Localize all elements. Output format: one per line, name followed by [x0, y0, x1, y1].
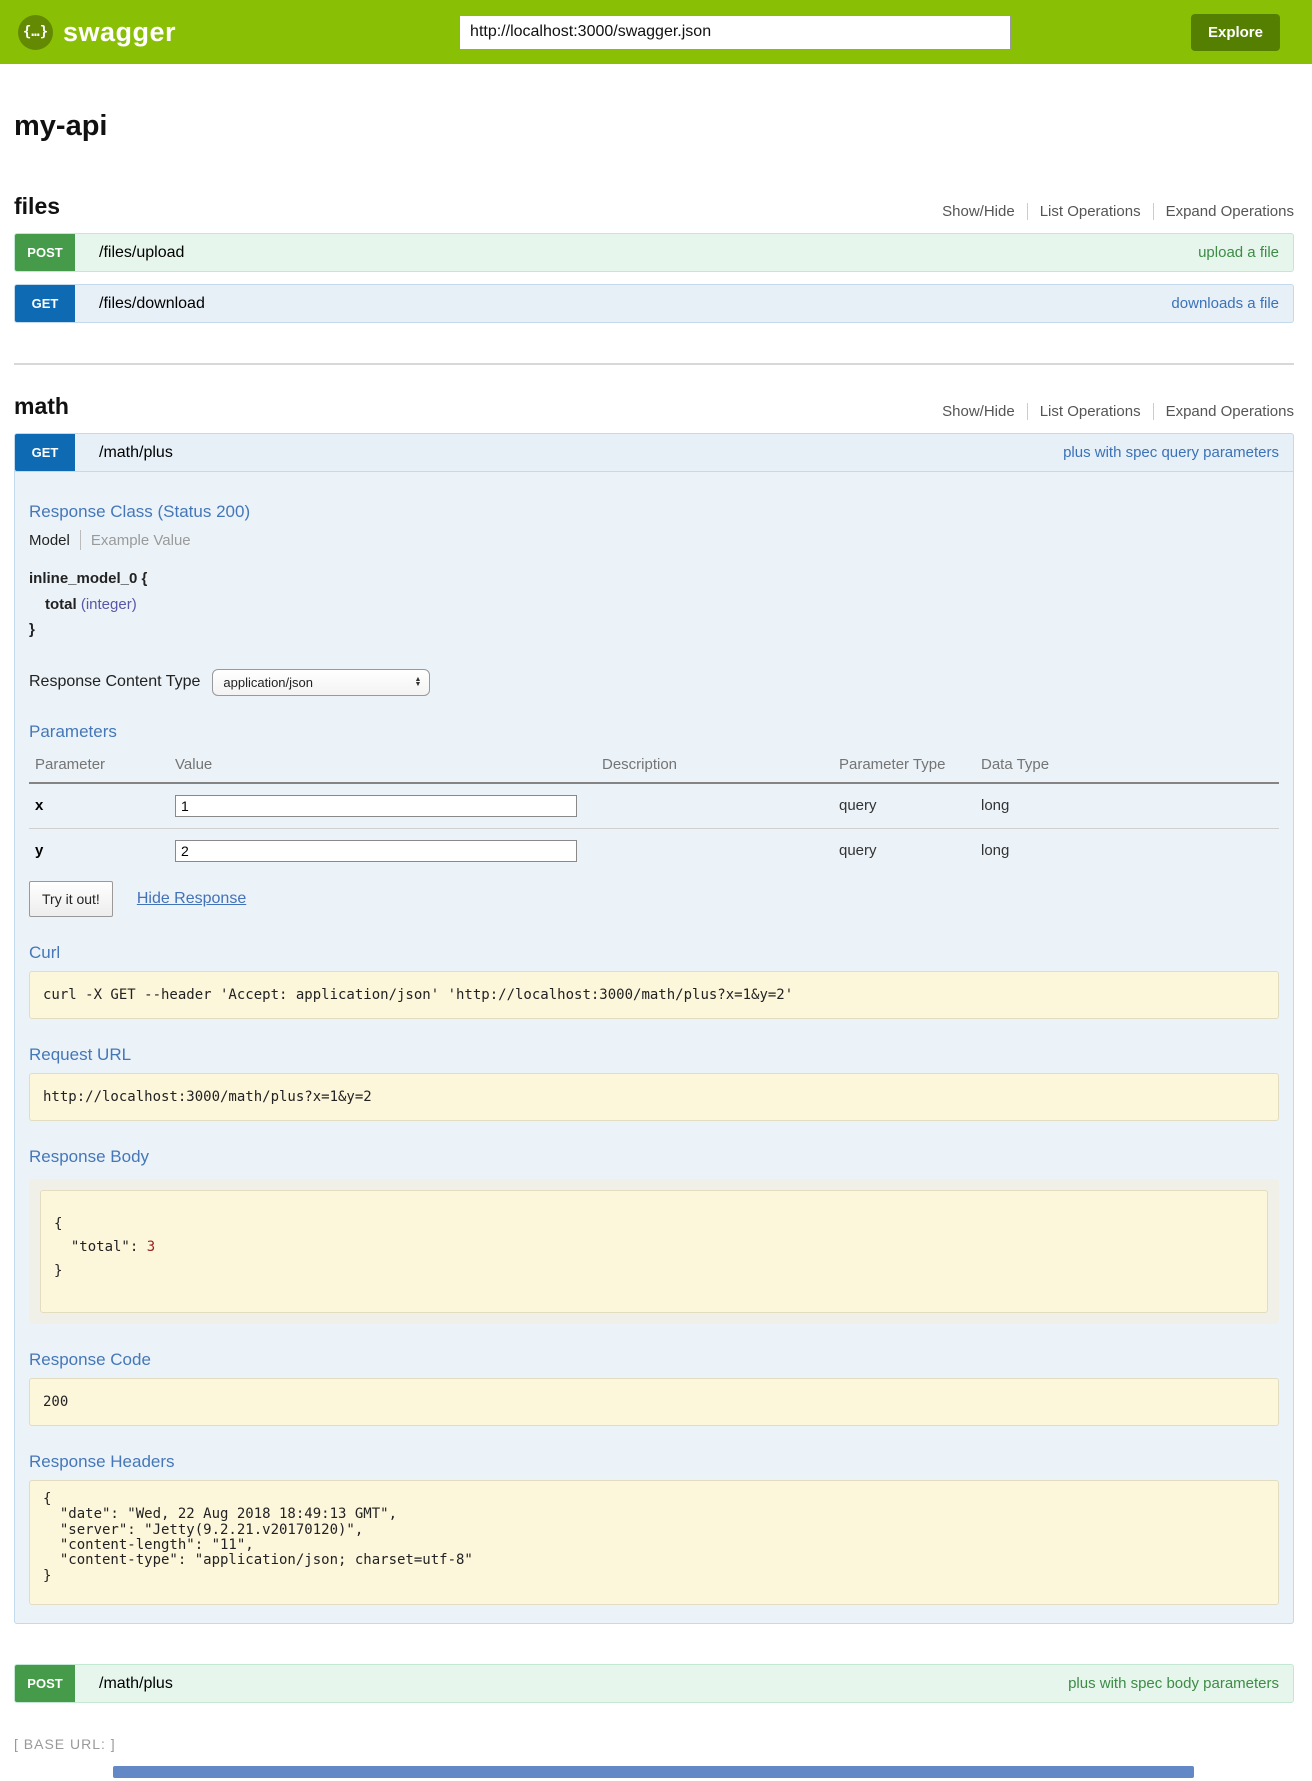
json-close-brace: }: [54, 1263, 63, 1280]
operation-detail-panel: Response Class (Status 200) Model Exampl…: [15, 471, 1293, 1624]
parameters-table: Parameter Value Description Parameter Ty…: [29, 749, 1279, 873]
operation-path[interactable]: /math/plus: [99, 1674, 173, 1692]
request-url-box: http://localhost:3000/math/plus?x=1&y=2: [29, 1072, 1279, 1121]
tab-example-value[interactable]: Example Value: [90, 531, 191, 549]
json-number-value: 3: [146, 1239, 156, 1256]
param-y-value-input[interactable]: [175, 839, 577, 862]
response-headers-line: "date": "Wed, 22 Aug 2018 18:49:13 GMT",: [43, 1506, 398, 1523]
operation-summary-link[interactable]: plus with spec body parameters: [1068, 1675, 1279, 1693]
topbar: {…} swagger Explore: [0, 0, 1312, 64]
operation-row-math-plus-get: GET /math/plus plus with spec query para…: [14, 433, 1294, 1625]
model-prop-type: (integer): [80, 595, 137, 613]
param-name: x: [29, 782, 175, 829]
section-math-name: math: [14, 393, 69, 419]
param-data-type: long: [981, 782, 1279, 829]
response-content-type-select[interactable]: application/json ▲ ▼: [212, 668, 431, 696]
response-headers-heading: Response Headers: [29, 1451, 175, 1471]
operation-summary-link[interactable]: plus with spec query parameters: [1063, 444, 1279, 461]
swagger-url-input[interactable]: [459, 14, 1012, 50]
param-description: [602, 828, 839, 873]
list-operations-link[interactable]: List Operations: [1026, 403, 1153, 420]
hide-response-link[interactable]: Hide Response: [136, 889, 247, 907]
response-headers-line: "content-length": "11",: [43, 1537, 254, 1554]
parameters-heading: Parameters: [29, 721, 117, 741]
try-it-out-button[interactable]: Try it out!: [29, 880, 113, 917]
col-description: Description: [602, 749, 839, 784]
curl-command-box: curl -X GET --header 'Accept: applicatio…: [29, 970, 1279, 1019]
param-type: query: [839, 782, 981, 829]
response-headers-line: {: [43, 1490, 52, 1507]
model-close: }: [29, 621, 35, 638]
swagger-logo-icon: {…}: [18, 14, 53, 50]
response-headers-line: "content-type": "application/json; chars…: [43, 1552, 473, 1569]
section-divider: [14, 363, 1294, 365]
section-files-name: files: [14, 193, 61, 219]
operation-header[interactable]: POST /math/plus plus with spec body para…: [15, 1665, 1293, 1703]
method-badge-post: POST: [15, 1665, 75, 1703]
show-hide-link[interactable]: Show/Hide: [942, 403, 1015, 420]
param-row-y: y query long: [29, 828, 1279, 873]
response-headers-line: }: [43, 1567, 52, 1584]
section-files: files Show/Hide List Operations Expand O…: [14, 193, 1294, 323]
main-content: my-api files Show/Hide List Operations E…: [14, 110, 1294, 1752]
response-headers-line: "server": "Jetty(9.2.21.v20170120)",: [43, 1521, 364, 1538]
operation-header[interactable]: POST /files/upload upload a file: [15, 234, 1293, 271]
method-badge-get: GET: [15, 285, 75, 322]
section-math: math Show/Hide List Operations Expand Op…: [14, 393, 1294, 1704]
operation-path[interactable]: /files/download: [99, 294, 205, 312]
operation-row-files-upload: POST /files/upload upload a file: [14, 233, 1294, 272]
list-operations-link[interactable]: List Operations: [1026, 203, 1153, 220]
brand-title: swagger: [63, 16, 177, 47]
col-parameter-type: Parameter Type: [839, 749, 981, 784]
operation-row-math-plus-post: POST /math/plus plus with spec body para…: [14, 1664, 1294, 1704]
param-name: y: [35, 842, 44, 859]
operation-row-files-download: GET /files/download downloads a file: [14, 284, 1294, 323]
response-body-wrapper: { "total": 3 }: [29, 1178, 1279, 1324]
tab-separator: [79, 530, 81, 550]
param-x-value-input[interactable]: [175, 794, 577, 817]
base-url-label: [ BASE URL: ]: [14, 1736, 116, 1753]
param-description: [602, 782, 839, 829]
param-type: query: [839, 842, 877, 859]
method-badge-get: GET: [15, 434, 75, 471]
col-data-type: Data Type: [981, 749, 1279, 784]
swagger-logo-link[interactable]: {…} swagger: [18, 14, 177, 50]
json-key: "total":: [54, 1239, 147, 1256]
operation-header[interactable]: GET /files/download downloads a file: [15, 285, 1293, 322]
operation-path[interactable]: /math/plus: [99, 443, 173, 461]
operation-summary-link[interactable]: downloads a file: [1171, 295, 1279, 312]
method-badge-post: POST: [15, 234, 75, 271]
curl-heading: Curl: [29, 942, 61, 962]
operation-header[interactable]: GET /math/plus plus with spec query para…: [15, 434, 1293, 471]
param-row-x: x query long: [29, 782, 1279, 829]
response-code-heading: Response Code: [29, 1349, 151, 1369]
col-parameter: Parameter: [29, 749, 175, 784]
response-class-heading: Response Class (Status 200): [29, 502, 251, 521]
response-headers-box: { "date": "Wed, 22 Aug 2018 18:49:13 GMT…: [29, 1479, 1279, 1606]
operation-summary-link[interactable]: upload a file: [1198, 244, 1279, 261]
param-data-type: long: [981, 842, 1010, 859]
response-class-tabs: Model Example Value: [29, 530, 1279, 550]
response-content-type-value: application/json: [223, 674, 313, 690]
explore-button[interactable]: Explore: [1190, 13, 1280, 51]
bottom-scrollbar[interactable]: [113, 1766, 1194, 1779]
json-open-brace: {: [54, 1215, 63, 1232]
request-url-heading: Request URL: [29, 1044, 132, 1064]
operation-path[interactable]: /files/upload: [99, 243, 185, 261]
chevron-updown-icon: ▲ ▼: [414, 676, 422, 688]
response-content-type-label: Response Content Type: [29, 673, 201, 690]
expand-operations-link[interactable]: Expand Operations: [1152, 203, 1294, 220]
expand-operations-link[interactable]: Expand Operations: [1152, 403, 1294, 420]
page-title: my-api: [14, 110, 108, 142]
model-prop-name: total: [45, 595, 77, 613]
response-body-box: { "total": 3 }: [40, 1189, 1268, 1313]
response-body-heading: Response Body: [29, 1146, 150, 1166]
col-value: Value: [175, 749, 602, 784]
response-code-box: 200: [29, 1377, 1279, 1426]
tab-model[interactable]: Model: [29, 531, 70, 549]
model-open: inline_model_0 {: [29, 570, 148, 587]
model-signature: inline_model_0 { total (integer) }: [29, 566, 1279, 643]
show-hide-link[interactable]: Show/Hide: [942, 203, 1015, 220]
